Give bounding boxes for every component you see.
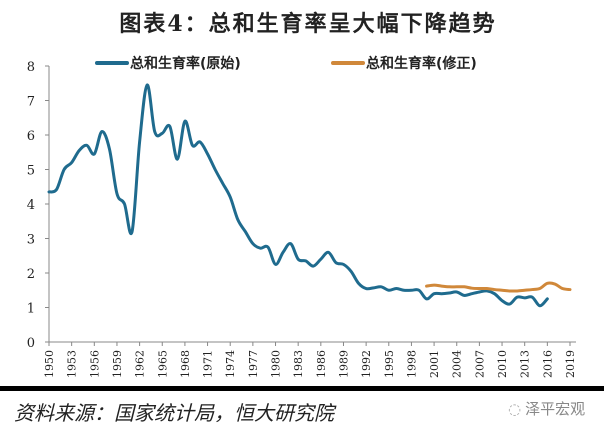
x-tick-label: 1974 [224,350,237,378]
x-tick-label: 1998 [405,350,418,378]
x-tick-label: 1956 [88,350,101,378]
watermark: ◌ 泽平宏观 [508,398,585,419]
y-tick-label: 4 [27,198,35,213]
x-tick-label: 1953 [66,350,79,378]
y-tick-label: 0 [27,336,35,351]
watermark-text: 泽平宏观 [525,400,586,418]
x-tick-label: 1989 [337,350,350,378]
x-tick-label: 2010 [496,350,509,378]
y-tick-label: 3 [27,233,35,248]
legend-label: 总和生育率(原始) [130,55,241,72]
series-line-original [47,83,549,308]
y-tick-label: 2 [27,267,35,282]
y-tick-label: 5 [27,164,35,179]
x-tick-label: 1995 [383,350,396,378]
x-tick-label: 1962 [134,350,147,378]
x-tick-label: 2019 [564,350,577,378]
x-tick-label: 1959 [111,350,124,378]
series-line-revised [425,281,572,293]
x-tick-label: 1986 [315,350,328,378]
x-tick-label: 1950 [43,350,56,378]
x-tick-label: 1965 [156,350,169,378]
wechat-icon: ◌ [508,400,522,418]
x-tick-label: 2007 [473,350,486,378]
x-tick-label: 1971 [202,350,215,378]
x-tick-label: 2001 [428,350,441,378]
source-note: 资料来源：国家统计局，恒大研究院 [14,401,334,425]
x-tick-label: 1968 [179,350,192,378]
x-tick-label: 1980 [270,350,283,378]
x-tick-label: 2013 [519,350,532,378]
divider [0,386,604,391]
x-tick-label: 1977 [247,350,260,378]
legend-label: 总和生育率(修正) [366,55,477,72]
x-tick-label: 1983 [292,350,305,378]
y-tick-label: 7 [27,95,35,110]
chart-title: 图表4：总和生育率呈大幅下降趋势 [119,11,497,37]
y-tick-label: 6 [27,129,35,144]
x-tick-label: 2016 [541,350,554,378]
x-tick-label: 1992 [360,350,373,378]
fertility-line-chart: 0 1 2 3 4 5 6 7 8 1950 1953 1956 1959 1962 1965 1968 197… [27,55,577,378]
x-tick-label: 2004 [451,350,464,378]
y-tick-label: 1 [27,302,35,317]
y-tick-label: 8 [27,60,35,75]
